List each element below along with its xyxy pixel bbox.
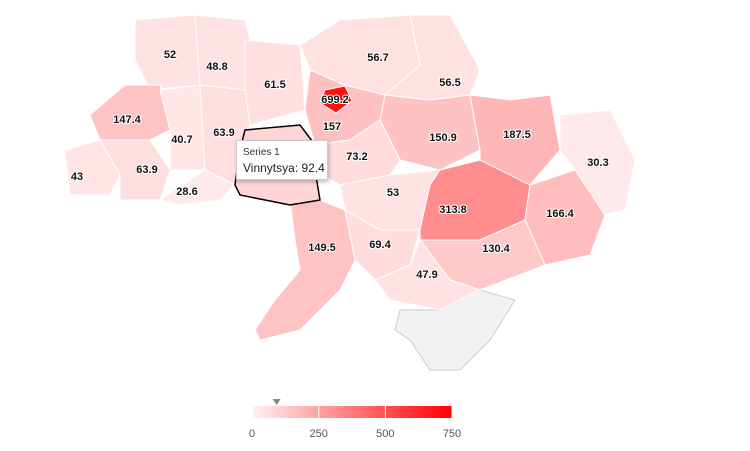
- region-label: 63.9: [213, 127, 234, 139]
- region: [159, 84, 206, 171]
- region-label: 313.8: [439, 204, 467, 216]
- region-label: 52: [164, 49, 176, 61]
- region: [158, 169, 236, 206]
- region: [64, 139, 121, 196]
- region: [254, 199, 356, 341]
- region-label: 63.9: [136, 164, 157, 176]
- region-label: 150.9: [429, 132, 457, 144]
- colorbar-tick-label: 500: [376, 428, 394, 440]
- region-label: 61.5: [264, 79, 285, 91]
- region-label: 699.2: [321, 94, 349, 106]
- region-label: 147.4: [113, 114, 141, 126]
- region: [89, 84, 171, 141]
- region-label: 28.6: [176, 186, 197, 198]
- region-label: 149.5: [308, 242, 336, 254]
- region: [319, 85, 353, 114]
- tooltip-series: Series 1: [243, 147, 280, 158]
- colorbar: [252, 406, 452, 418]
- region-label: 157: [323, 121, 341, 133]
- colorbar-indicator: [272, 399, 281, 405]
- region-label: 73.2: [346, 151, 367, 163]
- region-label: 56.7: [367, 52, 388, 64]
- tooltip: Series 1 Vinnytsya: 92.4: [236, 140, 328, 180]
- region-label: 130.4: [482, 243, 510, 255]
- region-label: 47.9: [416, 269, 437, 281]
- region-label: 30.3: [587, 157, 608, 169]
- region-label: 69.4: [369, 239, 391, 251]
- region: [134, 14, 201, 91]
- region-label: 187.5: [503, 129, 531, 141]
- colorbar-tick-label: 750: [443, 428, 461, 440]
- region: [374, 238, 482, 311]
- region-label: 43: [71, 171, 83, 183]
- region: [244, 39, 306, 126]
- region-label: 40.7: [171, 134, 192, 146]
- region: [194, 14, 251, 91]
- tooltip-text: Vinnytsya: 92.4: [243, 161, 325, 175]
- region-label: 166.4: [546, 208, 574, 220]
- tooltip-region: Vinnytsya: [243, 161, 295, 175]
- colorbar-tick-label: 0: [249, 428, 255, 440]
- region-label: 56.5: [439, 77, 460, 89]
- colorbar-tick-label: 250: [309, 428, 327, 440]
- region-label: 48.8: [206, 61, 227, 73]
- region: [559, 109, 636, 216]
- tooltip-value: 92.4: [301, 161, 325, 175]
- region: [469, 94, 561, 186]
- region-label: 53: [387, 187, 399, 199]
